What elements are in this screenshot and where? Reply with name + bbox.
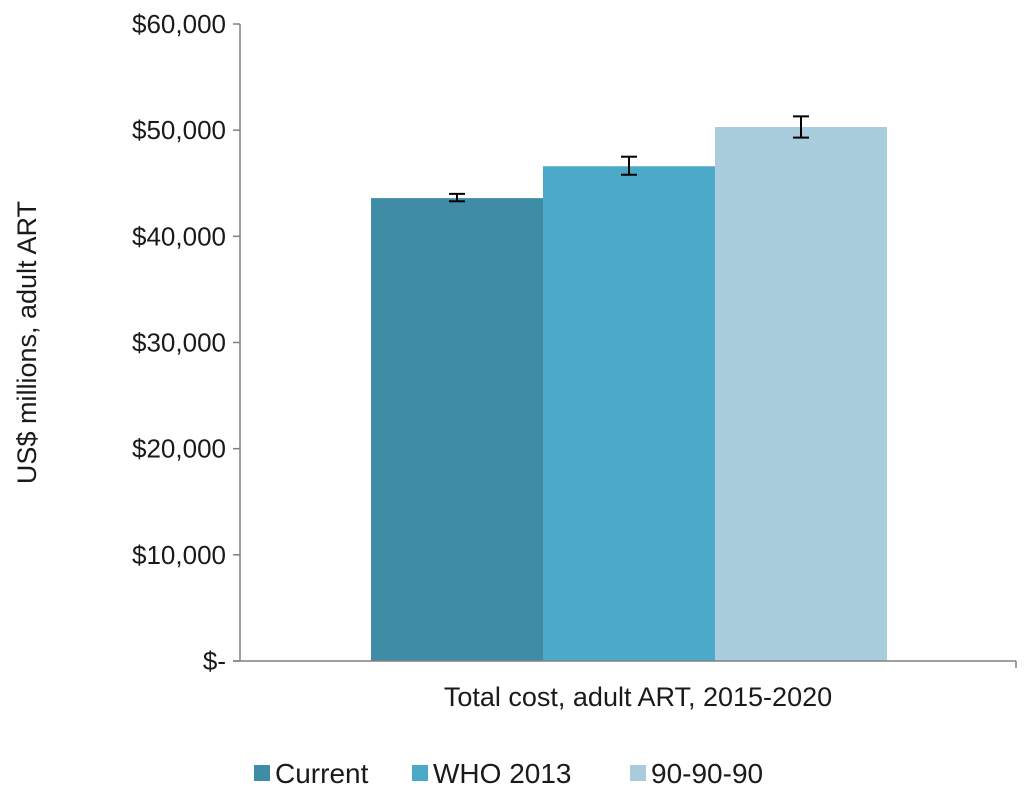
legend: Current WHO 2013 90-90-90 [254, 758, 763, 789]
legend-item: 90-90-90 [630, 758, 763, 789]
y-tick-label: $30,000 [132, 328, 226, 358]
legend-label: 90-90-90 [651, 758, 763, 789]
y-tick-label: $50,000 [132, 115, 226, 145]
y-tick-label: $20,000 [132, 434, 226, 464]
legend-swatch [254, 765, 270, 781]
legend-item: Current [254, 758, 369, 789]
y-tick-label: $- [203, 646, 226, 676]
bar [543, 166, 715, 661]
bar [715, 126, 887, 661]
error-bar [793, 115, 809, 139]
legend-label: Current [275, 758, 369, 789]
error-bar [621, 155, 637, 176]
y-axis-ticks: $- $10,000 $20,000 $30,000 $40,000 $50,000 $60… [132, 9, 1017, 676]
y-tick-label: $40,000 [132, 221, 226, 251]
y-tick-label: $60,000 [132, 9, 226, 39]
legend-swatch [630, 765, 646, 781]
y-tick-label: $10,000 [132, 540, 226, 570]
legend-item: WHO 2013 [412, 758, 572, 789]
legend-swatch [412, 765, 428, 781]
legend-label: WHO 2013 [433, 758, 572, 789]
plot-area [371, 115, 887, 661]
error-bar [449, 192, 465, 203]
y-axis-title: US$ millions, adult ART [12, 201, 42, 484]
bar [371, 198, 543, 661]
x-category-label: Total cost, adult ART, 2015-2020 [444, 682, 832, 712]
